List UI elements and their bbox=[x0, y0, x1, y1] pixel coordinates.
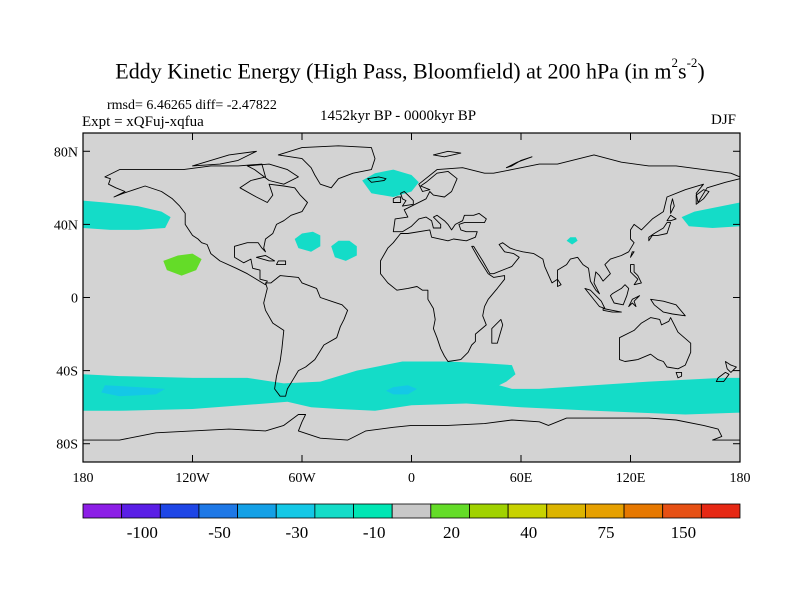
colorbar-swatch bbox=[237, 503, 277, 519]
coastline-sri-lanka bbox=[557, 278, 562, 287]
coastline-north-america bbox=[104, 163, 308, 286]
x-tick-label: 0 bbox=[408, 471, 415, 486]
colorbar-swatch bbox=[353, 503, 393, 519]
coastline-ireland bbox=[392, 196, 402, 203]
anomaly-region-pacific-green bbox=[163, 253, 202, 276]
period-label: 1452kyr BP - 0000kyr BP bbox=[320, 108, 477, 124]
colorbar-label: -50 bbox=[208, 523, 231, 542]
colorbar-swatch bbox=[314, 503, 354, 519]
colorbar-label: 150 bbox=[671, 523, 697, 542]
coastline-arctic-islands bbox=[192, 150, 257, 167]
coastlines bbox=[83, 145, 741, 441]
anomaly-region-north-atlantic-cyan-2 bbox=[331, 240, 357, 261]
x-tick-label: 60W bbox=[288, 471, 316, 486]
coastline-greenland bbox=[277, 145, 376, 189]
x-tick-label: 180 bbox=[73, 471, 94, 486]
colorbar-swatch bbox=[546, 503, 586, 519]
colorbar-label: -30 bbox=[286, 523, 309, 542]
coastline-madagascar bbox=[491, 318, 504, 344]
colorbar-swatch bbox=[159, 503, 200, 519]
coastline-cuba bbox=[255, 255, 276, 262]
colorbar-swatch bbox=[198, 503, 238, 519]
coastline-britain bbox=[400, 191, 414, 207]
plot-title: Eddy Kinetic Energy (High Pass, Bloomfie… bbox=[115, 55, 705, 84]
colorbar-swatch bbox=[82, 503, 123, 519]
colorbar-label: 20 bbox=[443, 523, 460, 542]
anomaly-region-north-pacific-west-cyan bbox=[83, 200, 171, 230]
coastline-south-america bbox=[263, 275, 349, 397]
coastline-hispaniola bbox=[276, 260, 287, 266]
colorbar-label: -10 bbox=[363, 523, 386, 542]
coastline-hokkaido bbox=[666, 214, 677, 222]
colorbar: -100 -50 -30 -10 20 40 75 150 bbox=[82, 503, 741, 542]
coastline-kamchatka bbox=[695, 189, 710, 205]
y-tick-label: 40S bbox=[56, 365, 78, 380]
x-tick-label: 60E bbox=[510, 471, 533, 486]
colorbar-label: 40 bbox=[520, 523, 537, 542]
experiment-label: Expt = xQFuj-xqfua bbox=[82, 114, 204, 130]
season-label: DJF bbox=[711, 112, 737, 128]
anomaly-region-north-pacific-east-cyan bbox=[681, 202, 740, 228]
coastline-sulawesi bbox=[628, 295, 641, 308]
y-tick-label: 80S bbox=[56, 438, 78, 453]
colorbar-swatch bbox=[121, 503, 161, 519]
colorbar-swatch bbox=[507, 503, 548, 519]
anomaly-region-southern-ocean-blue-1 bbox=[101, 385, 166, 397]
colorbar-swatch bbox=[623, 503, 664, 519]
anomaly-region-north-atlantic-cyan-1 bbox=[294, 231, 321, 252]
y-tick-label: 40N bbox=[54, 218, 78, 233]
coastline-svalbard bbox=[432, 150, 462, 158]
map-axes: 180 120W 60W 0 60E 120E 180 80N 40N 0 40S 80S bbox=[54, 133, 751, 486]
coastline-java bbox=[602, 308, 622, 313]
coastline-tasmania bbox=[675, 371, 683, 379]
coastline-new-guinea bbox=[650, 298, 686, 317]
coastline-eurasia-africa bbox=[380, 154, 741, 362]
coastline-borneo bbox=[609, 284, 630, 306]
y-tick-label: 80N bbox=[54, 145, 78, 160]
coastline-taiwan bbox=[630, 251, 635, 258]
anomaly-region-india-cyan bbox=[566, 237, 578, 245]
coastline-new-zealand-n bbox=[724, 361, 737, 373]
colorbar-swatch bbox=[430, 503, 470, 519]
x-tick-label: 120W bbox=[175, 471, 210, 486]
colorbar-swatch bbox=[585, 503, 625, 519]
colorbar-swatch bbox=[662, 503, 702, 519]
coastline-new-zealand-s bbox=[715, 371, 730, 383]
y-tick-label: 0 bbox=[71, 292, 78, 307]
stats-label: rmsd= 6.46265 diff= -2.47822 bbox=[107, 98, 277, 113]
colorbar-swatch bbox=[469, 503, 509, 519]
x-tick-label: 120E bbox=[616, 471, 646, 486]
coastline-antarctica bbox=[83, 414, 740, 441]
coastline-japan bbox=[648, 222, 672, 242]
coastline-baffin bbox=[246, 163, 299, 185]
coastline-novaya-zemlya bbox=[505, 156, 533, 169]
colorbar-label: -100 bbox=[127, 523, 158, 542]
coastline-australia bbox=[619, 317, 692, 370]
coastline-philippines bbox=[630, 264, 642, 286]
coastline-iceland bbox=[367, 176, 387, 183]
colorbar-swatch bbox=[391, 503, 432, 519]
colorbar-swatch bbox=[700, 503, 741, 519]
anomaly-region-iceland-cyan bbox=[362, 169, 419, 197]
coastline-sakhalin bbox=[670, 198, 675, 214]
colorbar-swatch bbox=[275, 503, 316, 519]
map-area bbox=[83, 133, 740, 462]
x-tick-label: 180 bbox=[730, 471, 751, 486]
anomaly-region-southern-ocean-blue-2 bbox=[386, 385, 417, 395]
colorbar-label: 75 bbox=[598, 523, 615, 542]
